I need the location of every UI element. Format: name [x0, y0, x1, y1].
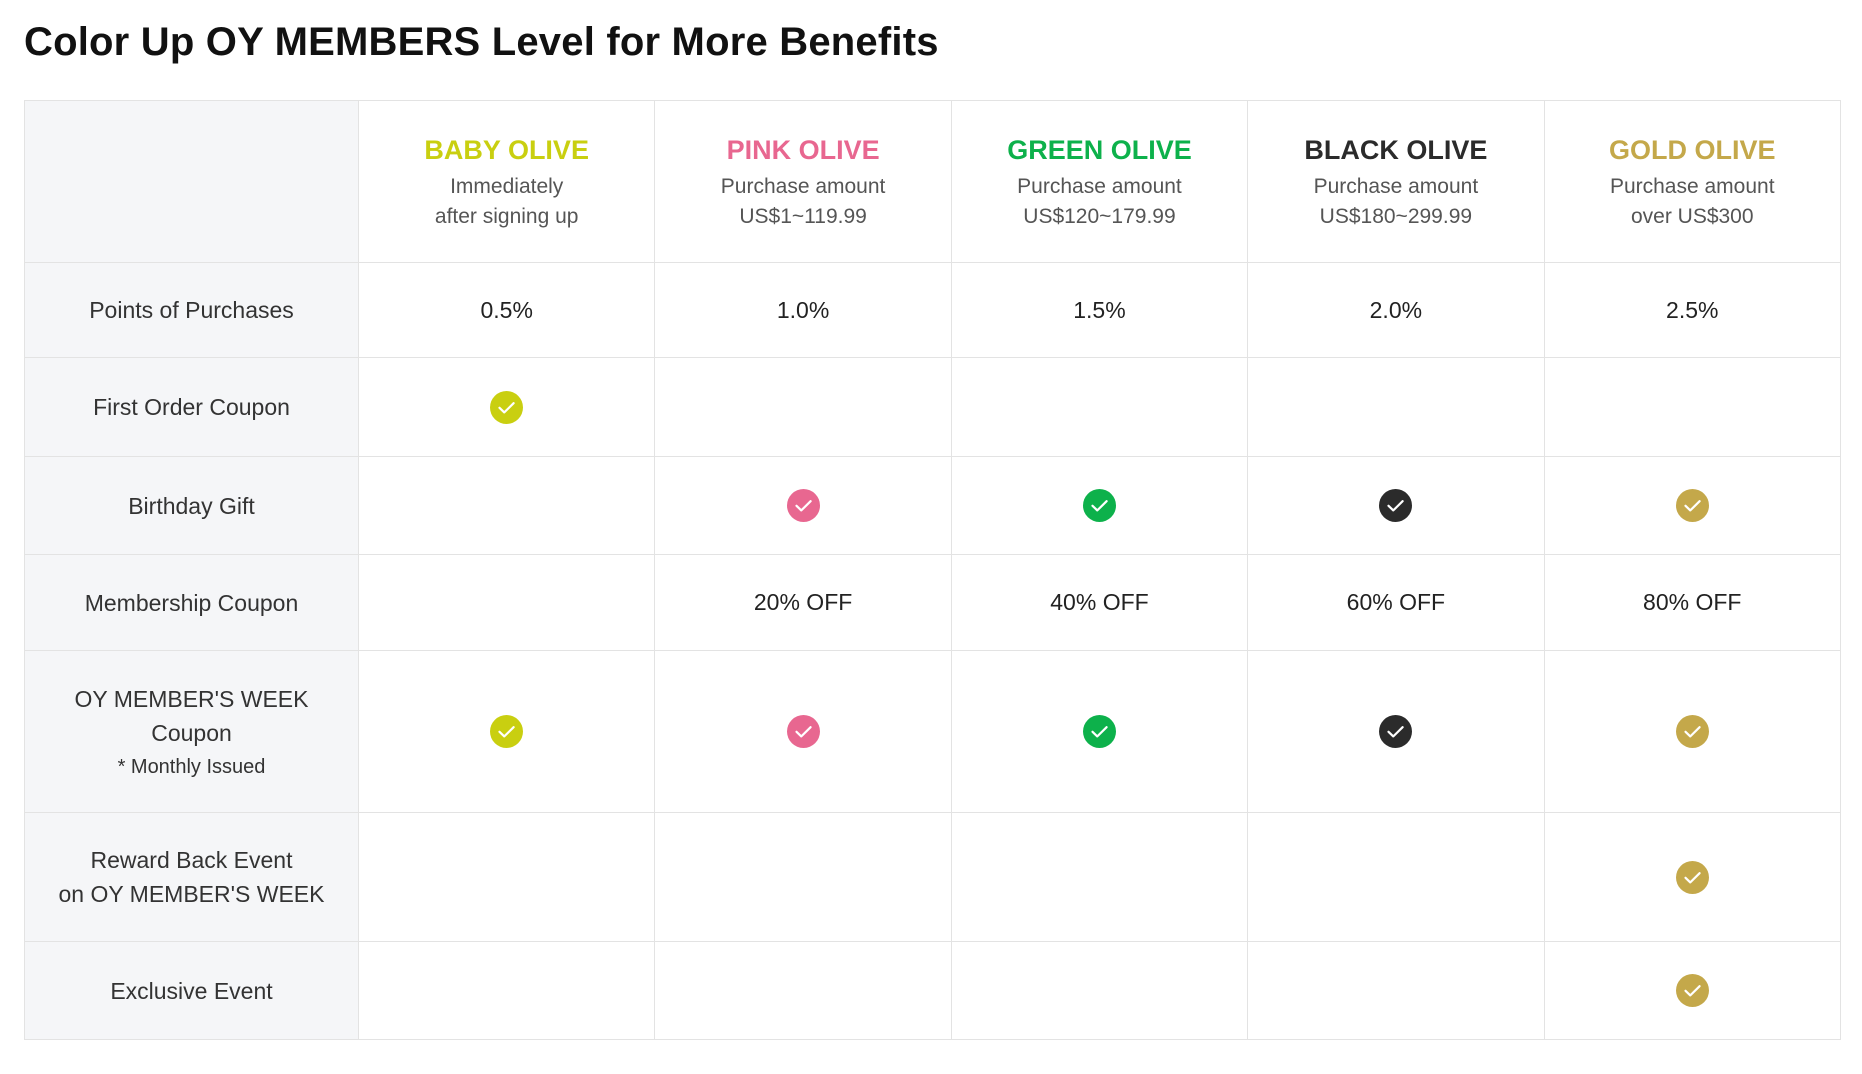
check-circle-icon — [490, 390, 524, 424]
points-value-gold: 2.5% — [1543, 262, 1841, 358]
row-label: Membership Coupon — [24, 554, 359, 651]
row-label: First Order Coupon — [24, 357, 359, 457]
first-order-row: First Order Coupon — [24, 357, 1841, 457]
exclusive-event-row: Exclusive Event — [24, 941, 1841, 1040]
check-circle-icon — [1675, 715, 1709, 748]
row-label: OY MEMBER'S WEEK Coupon * Monthly Issued — [24, 650, 359, 813]
coupon-value-baby — [357, 554, 656, 651]
reward-cell-gold — [1543, 812, 1841, 942]
coupon-value-green: 40% OFF — [950, 554, 1249, 651]
first-order-cell-black — [1247, 357, 1545, 457]
check-circle-icon — [1675, 489, 1709, 522]
reward-cell-green — [950, 812, 1249, 942]
tier-pink-olive: PINK OLIVE Purchase amount US$1~119.99 — [654, 100, 952, 263]
row-label-line: OY MEMBER'S WEEK — [74, 685, 309, 712]
points-row: Points of Purchases 0.5% 1.0% 1.5% 2.0% … — [24, 262, 1841, 358]
tier-desc: Purchase amount — [720, 174, 886, 198]
points-value-green: 1.5% — [950, 262, 1249, 358]
benefits-table: BABY OLIVE Immediately after signing up … — [24, 100, 1841, 1040]
week-cell-black — [1247, 650, 1545, 813]
corner-cell — [24, 100, 359, 263]
tier-name: PINK OLIVE — [726, 134, 880, 165]
points-value-black: 2.0% — [1247, 262, 1545, 358]
first-order-cell-gold — [1543, 357, 1841, 457]
tier-desc: US$180~299.99 — [1319, 204, 1473, 228]
check-circle-icon — [490, 715, 524, 748]
tier-name: GREEN OLIVE — [1007, 134, 1192, 165]
exclusive-cell-pink — [654, 941, 952, 1040]
membership-coupon-row: Membership Coupon 20% OFF 40% OFF 60% OF… — [24, 554, 1841, 651]
tier-desc: Purchase amount — [1609, 174, 1775, 198]
tier-baby-olive: BABY OLIVE Immediately after signing up — [357, 100, 656, 263]
week-cell-pink — [654, 650, 952, 813]
week-cell-baby — [357, 650, 656, 813]
row-label: Exclusive Event — [24, 941, 359, 1040]
week-cell-green — [950, 650, 1249, 813]
tier-name: GOLD OLIVE — [1609, 134, 1776, 165]
check-circle-icon — [1675, 860, 1709, 894]
tier-desc: Purchase amount — [1017, 174, 1182, 198]
tier-desc: Purchase amount — [1313, 174, 1479, 198]
row-label: Birthday Gift — [24, 456, 359, 555]
coupon-value-gold: 80% OFF — [1543, 554, 1841, 651]
check-circle-icon — [1675, 974, 1709, 1007]
reward-back-row: Reward Back Event on OY MEMBER'S WEEK — [24, 812, 1841, 942]
tier-desc: US$120~179.99 — [1023, 204, 1176, 228]
birthday-cell-green — [950, 456, 1249, 555]
check-circle-icon — [786, 489, 820, 522]
tier-desc: after signing up — [434, 204, 579, 228]
reward-cell-black — [1247, 812, 1545, 942]
row-label: Reward Back Event on OY MEMBER'S WEEK — [24, 812, 359, 942]
coupon-value-pink: 20% OFF — [654, 554, 952, 651]
page: Color Up OY MEMBERS Level for More Benef… — [24, 0, 1841, 1040]
first-order-cell-pink — [654, 357, 952, 457]
birthday-gift-row: Birthday Gift — [24, 456, 1841, 555]
check-circle-icon — [1379, 489, 1413, 522]
check-circle-icon — [1379, 715, 1413, 748]
reward-cell-pink — [654, 812, 952, 942]
tier-green-olive: GREEN OLIVE Purchase amount US$120~179.9… — [950, 100, 1249, 263]
week-cell-gold — [1543, 650, 1841, 813]
first-order-cell-baby — [357, 357, 656, 457]
tier-gold-olive: GOLD OLIVE Purchase amount over US$300 — [1543, 100, 1841, 263]
points-value-pink: 1.0% — [654, 262, 952, 358]
page-title: Color Up OY MEMBERS Level for More Benef… — [24, 20, 939, 64]
check-circle-icon — [1082, 489, 1116, 522]
birthday-cell-pink — [654, 456, 952, 555]
tier-header-row: BABY OLIVE Immediately after signing up … — [24, 100, 1841, 263]
tier-desc: over US$300 — [1630, 204, 1754, 228]
tier-desc: Immediately — [450, 174, 564, 198]
check-circle-icon — [1082, 715, 1116, 748]
birthday-cell-baby — [357, 456, 656, 555]
row-label: Points of Purchases — [24, 262, 359, 358]
tier-name: BABY OLIVE — [424, 134, 589, 165]
exclusive-cell-gold — [1543, 941, 1841, 1040]
birthday-cell-black — [1247, 456, 1545, 555]
row-label-line: on OY MEMBER'S WEEK — [58, 881, 325, 907]
tier-desc: US$1~119.99 — [739, 204, 867, 228]
first-order-cell-green — [950, 357, 1249, 457]
row-label-line: Coupon — [151, 719, 232, 746]
reward-cell-baby — [357, 812, 656, 942]
row-label-note: * Monthly Issued — [117, 755, 266, 778]
birthday-cell-gold — [1543, 456, 1841, 555]
members-week-row: OY MEMBER'S WEEK Coupon * Monthly Issued — [24, 650, 1841, 813]
tier-black-olive: BLACK OLIVE Purchase amount US$180~299.9… — [1247, 100, 1545, 263]
exclusive-cell-baby — [357, 941, 656, 1040]
exclusive-cell-green — [950, 941, 1249, 1040]
exclusive-cell-black — [1247, 941, 1545, 1040]
tier-name: BLACK OLIVE — [1304, 134, 1488, 165]
coupon-value-black: 60% OFF — [1247, 554, 1545, 651]
row-label-line: Reward Back Event — [90, 847, 293, 873]
points-value-baby: 0.5% — [357, 262, 656, 358]
check-circle-icon — [786, 715, 820, 748]
